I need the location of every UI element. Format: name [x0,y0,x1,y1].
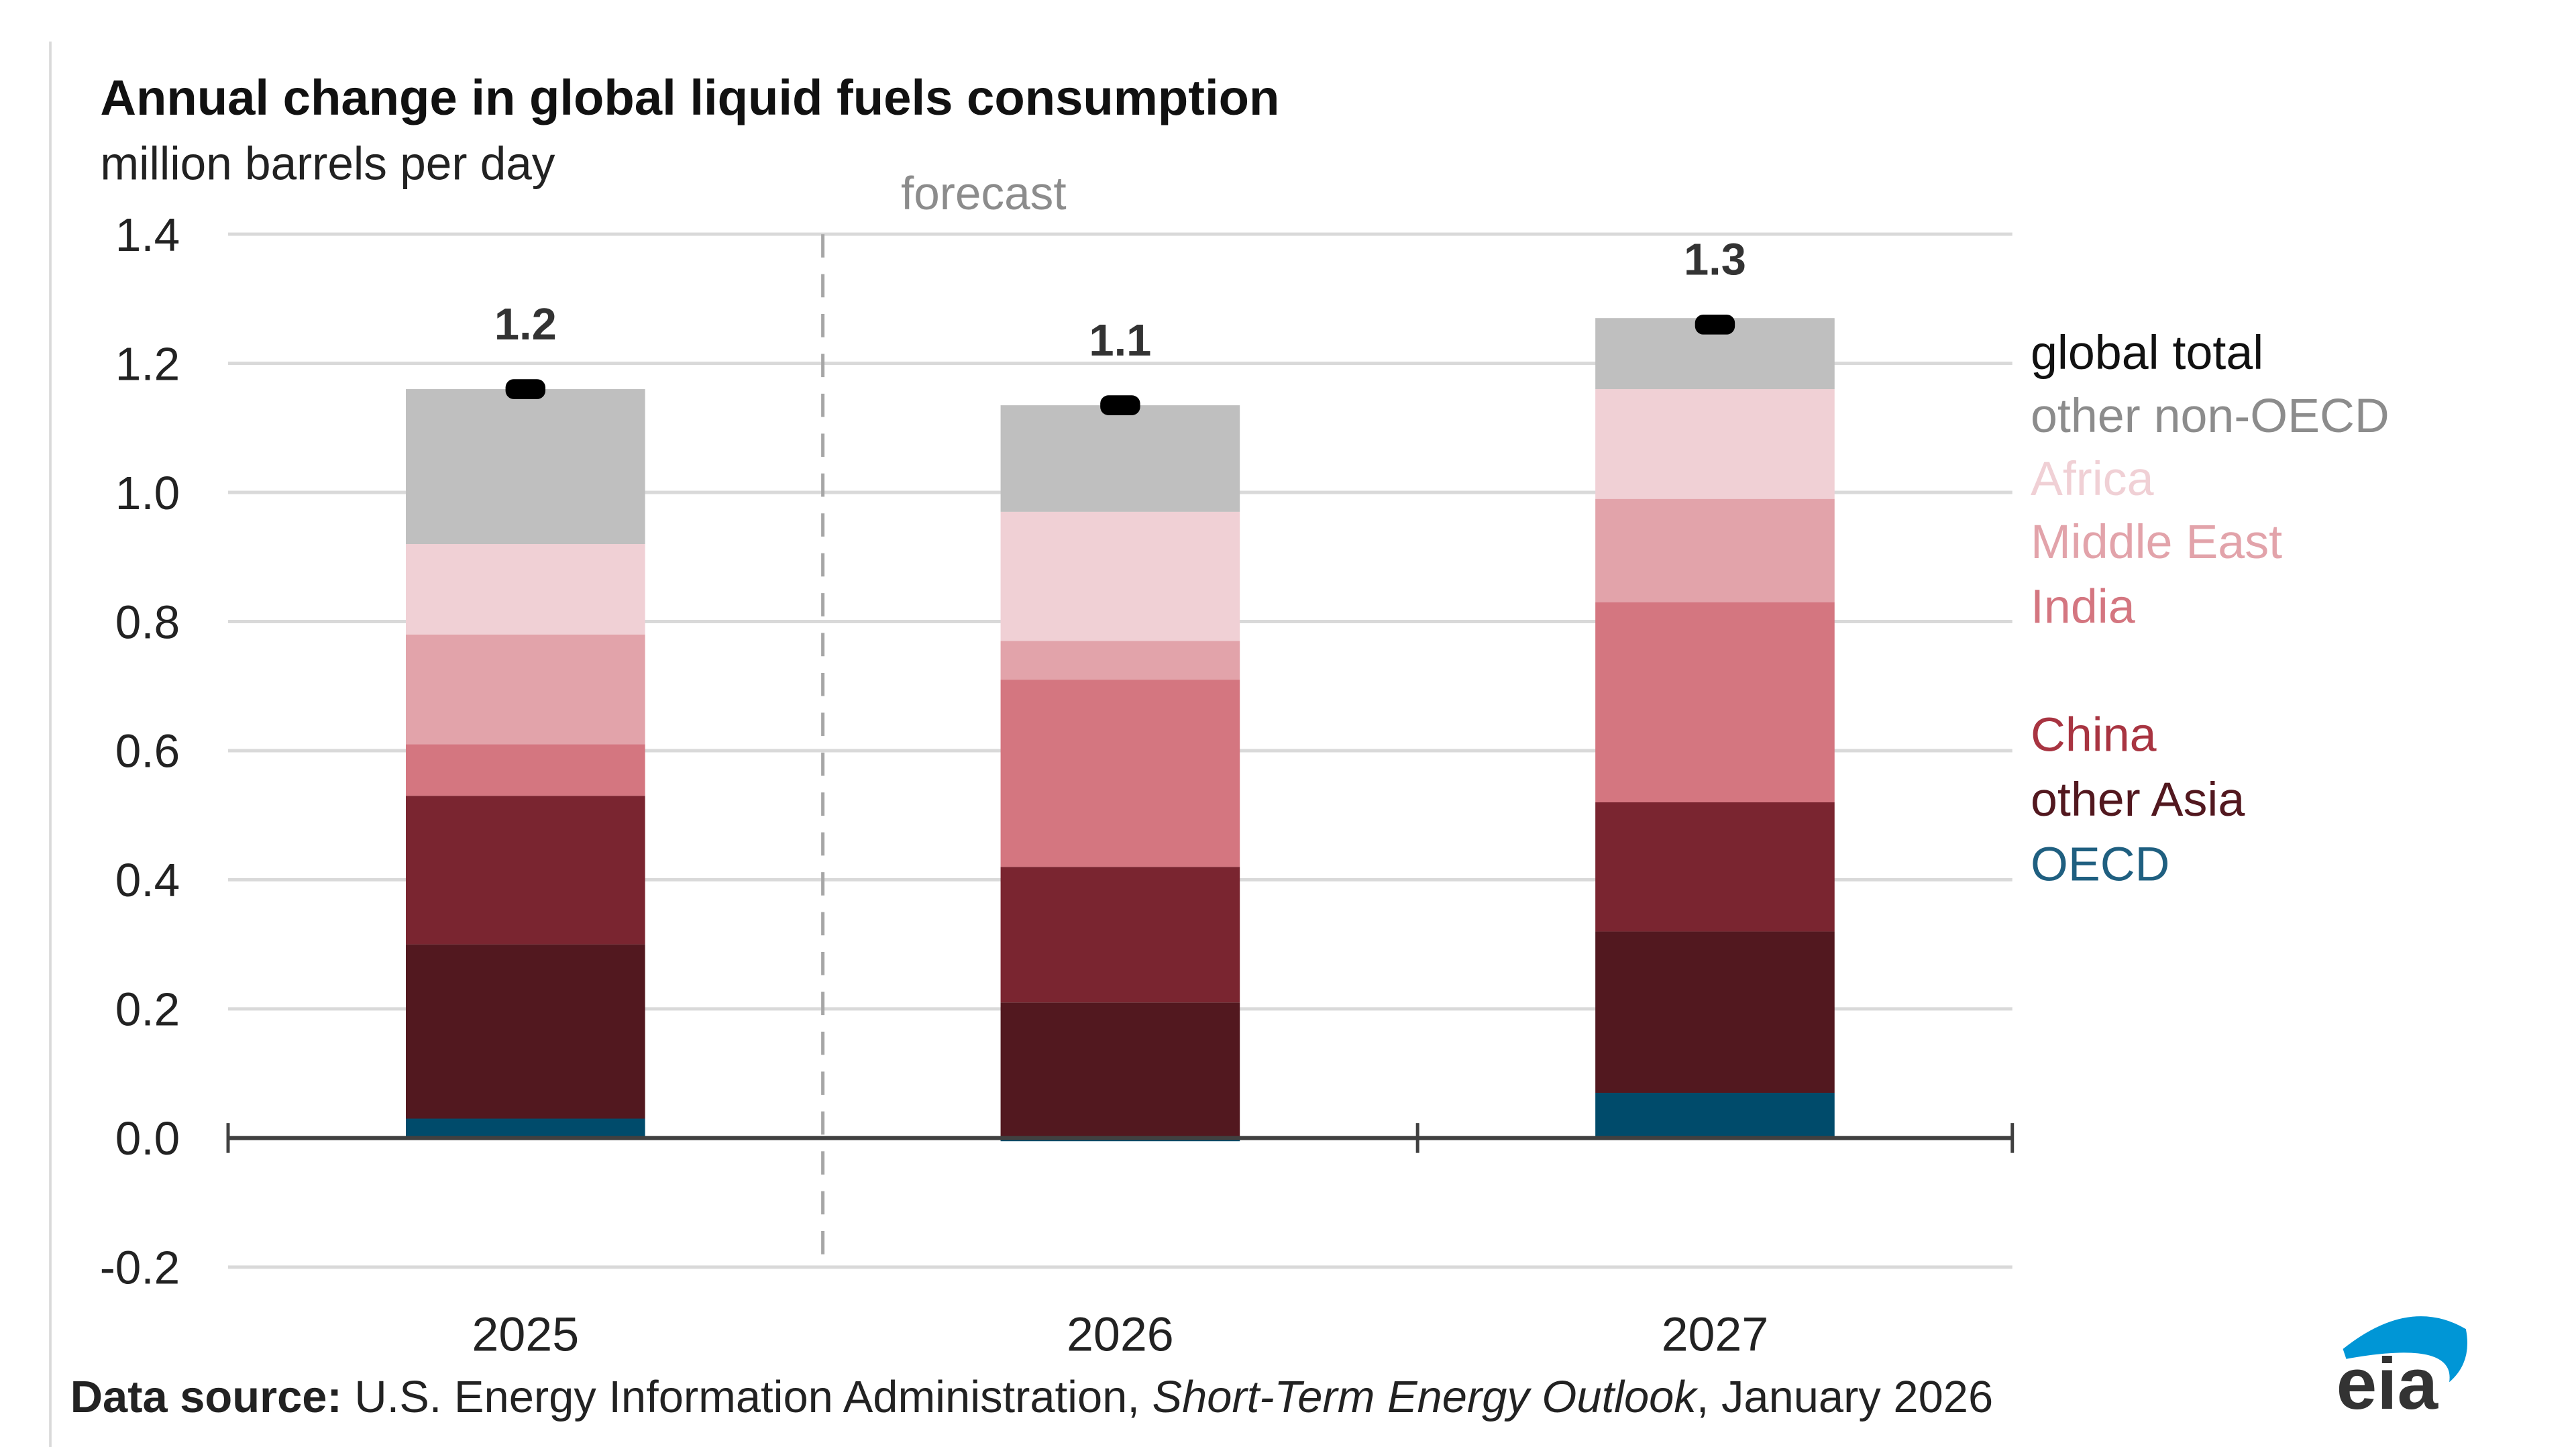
data-source: Data source: U.S. Energy Information Adm… [70,1372,1993,1422]
x-tick-label: 2025 [472,1307,579,1361]
forecast-label: forecast [901,167,1067,219]
y-tick-label: 1.4 [115,209,180,261]
bar-segment-oecd [1595,1093,1835,1138]
data-source-prefix: Data source: [70,1372,342,1422]
bar-segment-india [1000,680,1240,867]
bar-segment-africa [1000,511,1240,641]
data-source-text2: , January 2026 [1697,1372,1993,1422]
y-tick-label: 0.6 [115,725,180,778]
y-tick-label: 0.4 [115,854,180,906]
x-tick-label: 2027 [1662,1307,1769,1361]
bar-segment-middle-east [1595,498,1835,602]
bar-segment-other-asia [405,944,645,1119]
global-total-markers: 1.2 1.1 1.3 [494,235,1746,415]
global-total-label: 1.1 [1089,315,1151,366]
eia-logo: eia [2337,1316,2468,1425]
y-tick-label: 0.8 [115,596,180,648]
legend-item-other-asia: other Asia [2031,773,2245,826]
bar-segment-other-asia [1595,931,1835,1093]
legend-item-africa: Africa [2031,452,2154,506]
x-axis [226,234,2015,1268]
bar-segment-oecd [405,1118,645,1138]
bar-segment-other-non-oecd [1000,405,1240,512]
bar-segment-other-asia [1000,1002,1240,1138]
global-total-label: 1.2 [494,299,557,350]
chart-title: Annual change in global liquid fuels con… [100,70,1279,125]
bar-segment-india [1595,602,1835,802]
eia-logo-swoosh [2343,1316,2468,1383]
data-source-publication: Short-Term Energy Outlook [1152,1372,1699,1422]
bar-segment-china [1000,867,1240,1003]
bar-segment-middle-east [405,634,645,745]
global-total-label: 1.3 [1684,235,1746,285]
global-total-marker [1100,395,1140,415]
y-tick-label: -0.2 [100,1242,180,1294]
y-tick-label: 0.0 [115,1112,180,1165]
bar-segment-other-non-oecd [405,389,645,545]
bar-segment-africa [405,544,645,635]
bar-segment-africa [1595,389,1835,499]
y-tick-label: 1.0 [115,467,180,519]
legend: global total other non-OECD Africa Middle E… [2031,326,2390,892]
y-tick-label: 0.2 [115,983,180,1036]
eia-logo-text: eia [2337,1343,2439,1425]
chart-subtitle: million barrels per day [100,137,555,189]
x-tick-labels: 2025 2026 2027 [472,1307,1768,1361]
legend-item-china: China [2031,708,2157,761]
legend-item-other-non-oecd: other non-OECD [2031,389,2390,443]
legend-item-middle-east: Middle East [2031,515,2282,569]
bar-segment-china [1595,802,1835,932]
legend-item-global-total: global total [2031,326,2263,380]
y-tick-labels: 1.4 1.2 1.0 0.8 0.6 0.4 0.2 0.0 -0.2 [100,209,180,1294]
legend-item-oecd: OECD [2031,838,2169,892]
bars [405,318,1835,1142]
legend-item-india: India [2031,580,2135,634]
data-source-text1: U.S. Energy Information Administration, [342,1372,1152,1422]
global-total-marker [1695,314,1735,335]
bar-segment-india [405,744,645,796]
global-total-marker [505,379,546,399]
bar-segment-middle-east [1000,641,1240,680]
bar-segment-china [405,796,645,945]
x-tick-label: 2026 [1067,1307,1174,1361]
y-tick-label: 1.2 [115,337,180,390]
